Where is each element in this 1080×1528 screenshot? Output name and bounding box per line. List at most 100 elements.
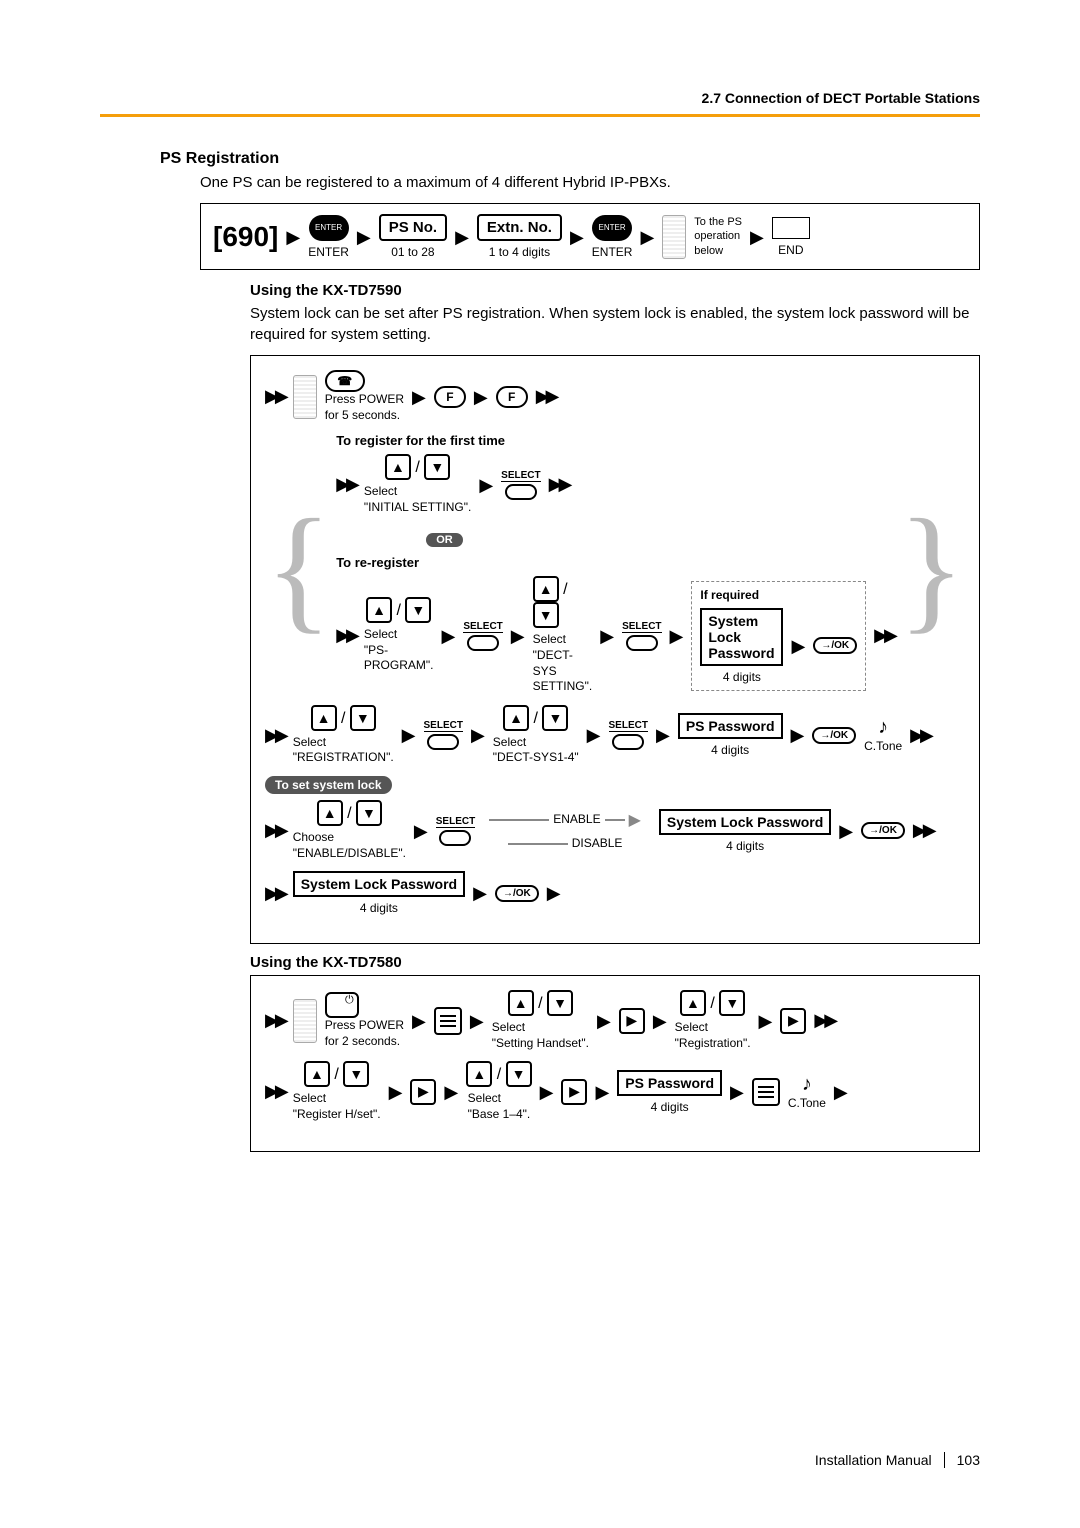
ps-no-box: PS No. xyxy=(379,214,447,241)
extn-no-box: Extn. No. xyxy=(477,214,562,241)
enter-label: ENTER xyxy=(308,245,349,259)
arrow-icon: ▶ xyxy=(473,884,487,902)
up-key-icon: ▲ xyxy=(503,705,529,731)
code-690: [690] xyxy=(213,221,278,253)
ps-registration-intro: One PS can be registered to a maximum of… xyxy=(200,174,980,191)
header-section-ref: 2.7 Connection of DECT Portable Stations xyxy=(702,90,980,106)
arrow-icon: ▶ xyxy=(402,726,416,744)
arrow-icon: ▶ xyxy=(656,726,670,744)
double-arrow-icon: ▶▶ xyxy=(874,625,894,646)
ok-key: →/OK xyxy=(813,637,857,654)
footer: Installation Manual 103 xyxy=(815,1452,980,1468)
down-key-icon: ▼ xyxy=(547,990,573,1016)
arrow-icon: ▶ xyxy=(471,726,485,744)
kx7580-heading: Using the KX-TD7580 xyxy=(250,954,980,971)
arrow-icon: ▶ xyxy=(839,822,853,840)
flow-690-box: [690] ▶ ENTER ENTER ▶ PS No. 01 to 28 ▶ … xyxy=(200,203,980,270)
arrow-icon: ▶ xyxy=(286,228,300,246)
f-key-2: F xyxy=(496,386,528,408)
double-arrow-icon: ▶▶ xyxy=(265,1010,285,1031)
end-label: END xyxy=(778,243,803,257)
f-key-1: F xyxy=(434,386,466,408)
double-arrow-icon: ▶▶ xyxy=(549,474,569,495)
arrow-icon: ▶ xyxy=(570,228,584,246)
kx7590-body: System lock can be set after PS registra… xyxy=(250,303,980,345)
right-key-icon: ▶ xyxy=(619,1008,645,1034)
double-arrow-icon: ▶▶ xyxy=(265,386,285,407)
arrow-icon: ▶ xyxy=(791,726,805,744)
arrow-icon: ▶ xyxy=(389,1083,403,1101)
power-key-icon xyxy=(325,992,359,1018)
select-key: SELECT xyxy=(501,470,540,500)
enable-label: ENABLE xyxy=(553,812,600,828)
select-key: SELECT xyxy=(436,816,475,846)
ok-key: →/OK xyxy=(812,727,856,744)
arrow-icon: ▶ xyxy=(730,1083,744,1101)
enter-jog-2: ENTER ENTER xyxy=(592,215,633,259)
arrow-icon: ▶ xyxy=(759,1012,773,1030)
ps-registration-heading: PS Registration xyxy=(160,150,980,168)
right-key-icon: ▶ xyxy=(410,1079,436,1105)
arrow-icon: ▶ xyxy=(414,822,428,840)
up-key-icon: ▲ xyxy=(311,705,337,731)
select-label: SELECT xyxy=(424,720,463,732)
ok-key: →/OK xyxy=(495,885,539,902)
select-key: SELECT xyxy=(609,720,648,750)
ps-password-box: PS Password xyxy=(678,713,783,739)
sys-lock-pw-box: System Lock Password xyxy=(700,608,783,666)
select-key: SELECT xyxy=(622,621,661,651)
double-arrow-icon: ▶▶ xyxy=(910,725,930,746)
set-lock-badge: To set system lock xyxy=(265,776,392,794)
extn-no-sub: 1 to 4 digits xyxy=(489,245,550,259)
double-arrow-icon: ▶▶ xyxy=(536,386,556,407)
select-label: SELECT xyxy=(463,621,502,633)
down-key-icon: ▼ xyxy=(405,597,431,623)
ok-key: →/OK xyxy=(861,822,905,839)
if-required-box: If required System Lock Password 4 digit… xyxy=(691,581,866,691)
sys-lock-pw-box-3: System Lock Password xyxy=(293,871,465,897)
press-power-7580: Press POWER for 2 seconds. xyxy=(325,1018,404,1049)
power-oval-icon: ☎ xyxy=(325,370,365,392)
down-key-icon: ▼ xyxy=(343,1061,369,1087)
digits-4: 4 digits xyxy=(723,670,761,684)
select-key: SELECT xyxy=(463,621,502,651)
select-key: SELECT xyxy=(424,720,463,750)
footer-page: 103 xyxy=(957,1452,980,1468)
dect-sys14-caption: Select "DECT-SYS1-4" xyxy=(493,735,579,766)
digits-4: 4 digits xyxy=(726,839,764,853)
ps-password-7580-box: PS Password xyxy=(617,1070,722,1096)
up-key-icon: ▲ xyxy=(466,1061,492,1087)
arrow-icon: ▶ xyxy=(587,726,601,744)
up-key-icon: ▲ xyxy=(508,990,534,1016)
arrow-icon: ▶ xyxy=(600,627,614,645)
dect-sys-setting-caption: Select "DECT- SYS SETTING". xyxy=(533,632,593,694)
arrow-icon: ▶ xyxy=(597,1012,611,1030)
to-ps-text: To the PS operation below xyxy=(694,215,742,258)
arrow-icon: ▶ xyxy=(653,1012,667,1030)
base14-caption: Select "Base 1–4". xyxy=(468,1091,531,1122)
arrow-icon: ▶ xyxy=(834,1083,848,1101)
arrow-icon: ▶ xyxy=(412,1012,426,1030)
header-rule xyxy=(100,114,980,117)
ctone-7580-label: C.Tone xyxy=(788,1096,826,1112)
phone-icon xyxy=(662,215,686,259)
down-key-icon: ▼ xyxy=(506,1061,532,1087)
enter-jog-1: ENTER ENTER xyxy=(308,215,349,259)
up-key-icon: ▲ xyxy=(304,1061,330,1087)
select-label: SELECT xyxy=(436,816,475,828)
registration-caption: Select "REGISTRATION". xyxy=(293,735,394,766)
phone-icon xyxy=(293,375,317,419)
end-box xyxy=(772,217,810,239)
kx7590-flow-box: ▶▶ ☎ Press POWER for 5 seconds. ▶ F ▶ F … xyxy=(250,355,980,944)
up-key-icon: ▲ xyxy=(317,800,343,826)
or-badge: OR xyxy=(426,533,463,547)
arrow-icon: ▶ xyxy=(479,476,493,494)
double-arrow-icon: ▶▶ xyxy=(913,820,933,841)
arrow-icon: ▶ xyxy=(470,1012,484,1030)
down-key-icon: ▼ xyxy=(719,990,745,1016)
arrow-icon: ▶ xyxy=(540,1083,554,1101)
digits-4: 4 digits xyxy=(360,901,398,915)
menu-key-icon xyxy=(434,1007,462,1035)
arrow-icon: ▶ xyxy=(455,228,469,246)
phone-icon xyxy=(293,999,317,1043)
